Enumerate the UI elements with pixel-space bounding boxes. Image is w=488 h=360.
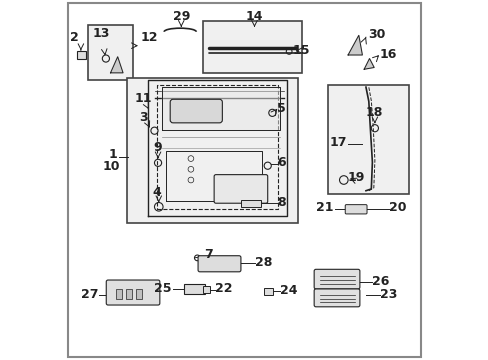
Text: 4: 4 — [152, 185, 161, 199]
FancyBboxPatch shape — [170, 99, 222, 123]
Bar — [241, 200, 260, 207]
Text: 19: 19 — [346, 171, 364, 184]
Text: 26: 26 — [372, 275, 389, 288]
Text: 24: 24 — [280, 284, 297, 297]
Text: 7: 7 — [204, 248, 213, 261]
Bar — [88, 24, 133, 80]
Text: 30: 30 — [367, 28, 385, 41]
Text: 23: 23 — [380, 288, 397, 301]
FancyBboxPatch shape — [345, 204, 366, 214]
Text: 28: 28 — [254, 256, 271, 269]
Text: 9: 9 — [153, 141, 162, 154]
Bar — [203, 21, 301, 73]
Bar — [264, 288, 272, 295]
Bar — [349, 206, 358, 212]
Text: 20: 20 — [388, 201, 406, 214]
Text: 16: 16 — [379, 49, 396, 62]
Polygon shape — [364, 59, 373, 69]
FancyBboxPatch shape — [214, 175, 267, 203]
Bar — [116, 289, 122, 298]
FancyBboxPatch shape — [198, 256, 241, 272]
Polygon shape — [110, 57, 123, 73]
Text: 18: 18 — [365, 106, 382, 119]
FancyBboxPatch shape — [313, 289, 359, 307]
Text: 10: 10 — [102, 160, 120, 173]
Text: 12: 12 — [141, 31, 158, 44]
Text: 29: 29 — [172, 10, 189, 23]
Text: 25: 25 — [153, 282, 171, 295]
Bar — [136, 289, 142, 298]
Text: 6: 6 — [277, 156, 285, 168]
Text: 2: 2 — [70, 31, 79, 44]
Text: 21: 21 — [315, 201, 332, 214]
Text: 27: 27 — [81, 288, 98, 301]
Text: 5: 5 — [277, 102, 285, 115]
Text: 22: 22 — [215, 283, 232, 296]
Bar — [125, 289, 132, 298]
Bar — [77, 51, 85, 59]
Text: 14: 14 — [245, 10, 263, 23]
Text: 11: 11 — [135, 92, 152, 105]
Bar — [203, 286, 209, 293]
Text: 17: 17 — [329, 136, 346, 149]
Text: 15: 15 — [292, 44, 309, 57]
Bar — [328, 85, 408, 194]
Polygon shape — [347, 35, 362, 55]
Bar — [183, 284, 205, 294]
Text: 13: 13 — [92, 27, 109, 40]
FancyBboxPatch shape — [313, 269, 359, 289]
Text: 3: 3 — [139, 111, 148, 124]
Bar — [126, 78, 298, 223]
Text: 1: 1 — [109, 148, 118, 161]
FancyBboxPatch shape — [106, 280, 160, 305]
Text: 8: 8 — [277, 196, 285, 209]
